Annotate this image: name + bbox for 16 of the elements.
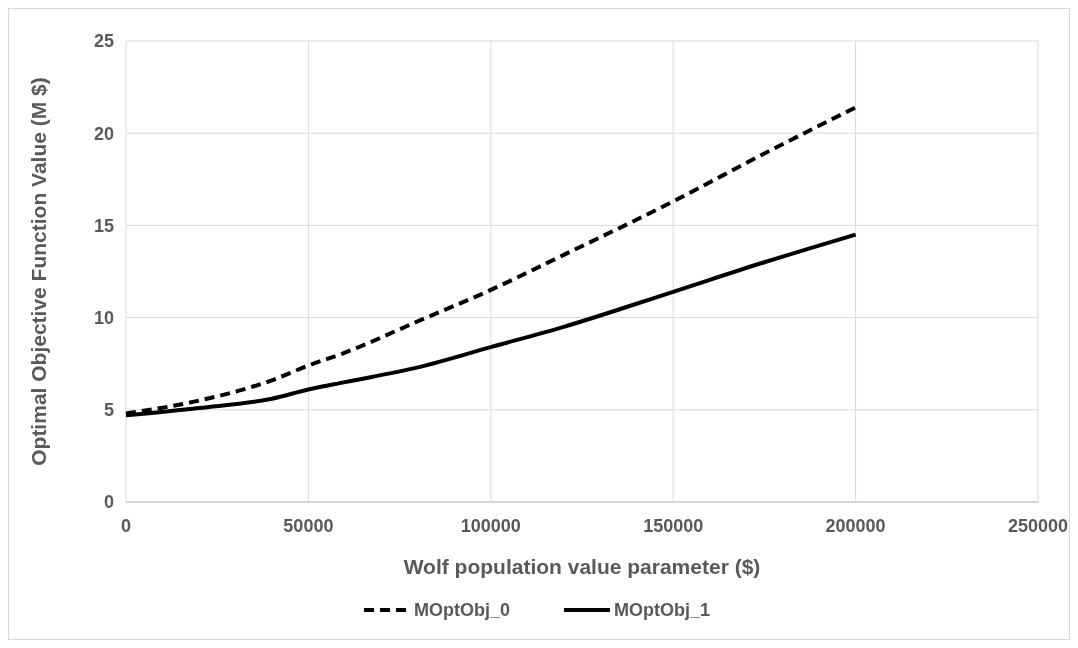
legend-label: MOptObj_0 — [414, 600, 511, 621]
legend-label: MOptObj_1 — [614, 600, 711, 621]
y-tick-label: 5 — [103, 400, 114, 421]
y-tick-label: 15 — [93, 215, 114, 236]
y-tick-label: 20 — [93, 123, 114, 144]
x-axis-title: Wolf population value parameter ($) — [403, 555, 761, 578]
x-tick-label: 250000 — [1007, 516, 1069, 536]
y-tick-label: 0 — [103, 492, 114, 513]
x-tick-label: 100000 — [460, 516, 521, 536]
x-tick-label: 150000 — [643, 516, 704, 536]
x-tick-label: 0 — [120, 516, 132, 536]
x-tick-label: 200000 — [825, 516, 886, 536]
x-tick-label: 50000 — [283, 516, 334, 536]
y-tick-label: 10 — [93, 307, 114, 328]
y-axis-title: Optimal Objective Function Value (M $) — [27, 77, 50, 466]
y-tick-label: 25 — [93, 31, 114, 52]
